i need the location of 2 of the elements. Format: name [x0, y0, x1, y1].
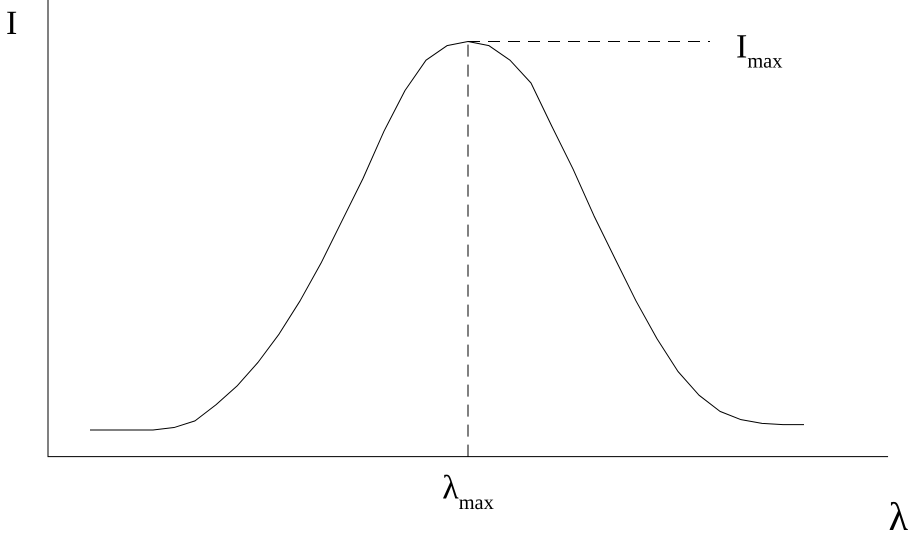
y-axis-title: I — [6, 5, 18, 42]
x-axis-title: λ — [888, 494, 909, 539]
